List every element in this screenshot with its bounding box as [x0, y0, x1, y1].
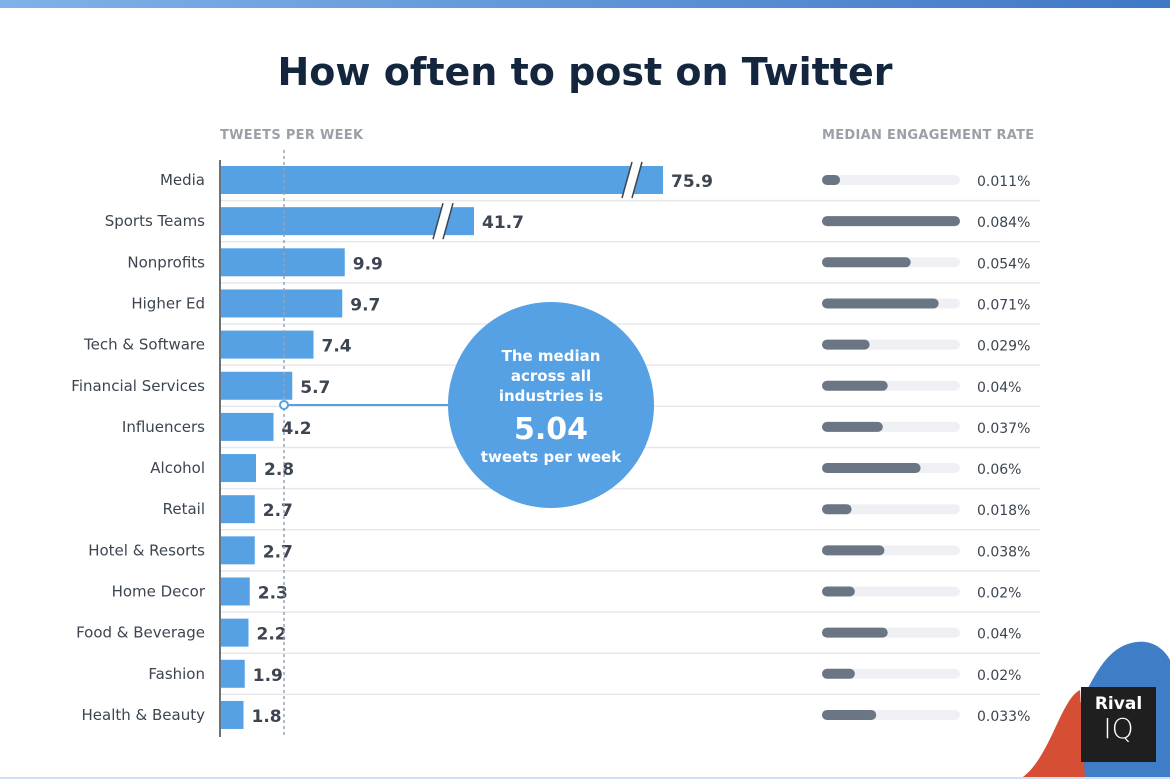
left-column-header: TWEETS PER WEEK [220, 128, 364, 143]
bar-value-label: 2.7 [263, 542, 293, 562]
bar-value-label: 2.7 [263, 501, 293, 521]
bar-value-label: 2.3 [258, 584, 288, 604]
median-bubble [448, 302, 654, 508]
engagement-bar [822, 216, 960, 227]
bar-value-label: 4.2 [282, 419, 312, 439]
bar-value-label: 1.8 [252, 707, 282, 727]
bar-value-label: 41.7 [482, 213, 524, 233]
bubble-text: The median [502, 347, 601, 365]
category-label: Nonprofits [127, 253, 205, 271]
bar [221, 166, 663, 194]
bar [221, 207, 474, 236]
category-label: Food & Beverage [76, 624, 205, 642]
engagement-bar [822, 339, 870, 350]
engagement-bar [822, 627, 888, 638]
category-label: Health & Beauty [82, 706, 206, 724]
axis-break-icon [432, 202, 454, 240]
bar-value-label: 75.9 [671, 172, 713, 192]
category-label: Sports Teams [105, 212, 205, 230]
engagement-rate-label: 0.071% [977, 297, 1030, 313]
bar-value-label: 2.8 [264, 460, 294, 480]
category-label: Higher Ed [131, 294, 205, 312]
category-label: Home Decor [112, 583, 206, 601]
bar [221, 700, 244, 729]
chart-title: How often to post on Twitter [277, 50, 893, 94]
bar [221, 248, 345, 277]
right-column-header: MEDIAN ENGAGEMENT RATE [822, 128, 1035, 143]
engagement-rate-label: 0.011% [977, 174, 1030, 190]
engagement-bar [822, 421, 883, 432]
engagement-bar [822, 380, 888, 391]
category-label: Media [160, 171, 205, 189]
bar-value-label: 1.9 [253, 666, 283, 686]
bar-value-label: 2.2 [257, 625, 287, 645]
logo-text-rival: Rival [1094, 694, 1143, 714]
bar-value-label: 5.7 [300, 378, 330, 398]
engagement-rate-label: 0.038% [977, 544, 1030, 560]
engagement-rate-label: 0.033% [977, 709, 1030, 725]
category-label: Tech & Software [83, 336, 205, 354]
axis-break-gap [433, 203, 453, 240]
engagement-bar [822, 257, 911, 268]
category-label: Fashion [148, 665, 205, 683]
bar-value-label: 9.9 [353, 254, 383, 274]
bar [221, 536, 255, 565]
engagement-rate-label: 0.02% [977, 668, 1021, 684]
engagement-bar [822, 175, 841, 185]
bubble-text: tweets per week [481, 448, 622, 466]
rival-iq-logo: Rival IQ [1081, 687, 1156, 762]
engagement-rate-label: 0.054% [977, 256, 1030, 272]
engagement-rate-label: 0.018% [977, 503, 1030, 519]
engagement-rate-label: 0.084% [977, 215, 1030, 231]
bar-value-label: 7.4 [322, 337, 352, 357]
category-label: Financial Services [71, 377, 205, 395]
bottom-line [0, 777, 1170, 779]
bar [221, 618, 249, 647]
axis-break-icon [621, 161, 643, 199]
engagement-rate-label: 0.04% [977, 380, 1021, 396]
category-label: Hotel & Resorts [88, 541, 205, 559]
engagement-track [822, 504, 960, 515]
bar [221, 577, 250, 606]
top-accent-bar [0, 0, 1170, 8]
bubble-text: industries is [499, 387, 603, 405]
engagement-rate-label: 0.029% [977, 339, 1030, 355]
logo-text-iq: IQ [1103, 712, 1134, 745]
category-label: Retail [163, 500, 205, 518]
bubble-median-value: 5.04 [514, 412, 588, 447]
bar [221, 371, 293, 400]
bar-value-label: 9.7 [350, 295, 380, 315]
engagement-rate-label: 0.04% [977, 627, 1021, 643]
bar [221, 454, 256, 483]
bar [221, 330, 314, 359]
engagement-bar [822, 709, 877, 720]
engagement-bar [822, 545, 885, 556]
engagement-bar [822, 504, 852, 515]
median-marker [279, 400, 289, 410]
engagement-rate-label: 0.02% [977, 586, 1021, 602]
decor-red-wave [1020, 690, 1085, 779]
bubble-text: across all [511, 367, 591, 385]
category-label: Alcohol [150, 459, 205, 477]
engagement-track [822, 586, 960, 597]
bar [221, 412, 274, 441]
bar [221, 659, 245, 688]
engagement-rate-label: 0.06% [977, 462, 1021, 478]
engagement-bar [822, 668, 855, 679]
engagement-bar [822, 586, 855, 597]
axis-break-gap [622, 162, 642, 198]
bar [221, 495, 255, 524]
engagement-bar [822, 298, 939, 309]
engagement-track [822, 175, 960, 185]
engagement-bar [822, 463, 921, 474]
engagement-track [822, 668, 960, 679]
engagement-rate-label: 0.037% [977, 421, 1030, 437]
category-label: Influencers [122, 418, 205, 436]
bar [221, 289, 343, 318]
